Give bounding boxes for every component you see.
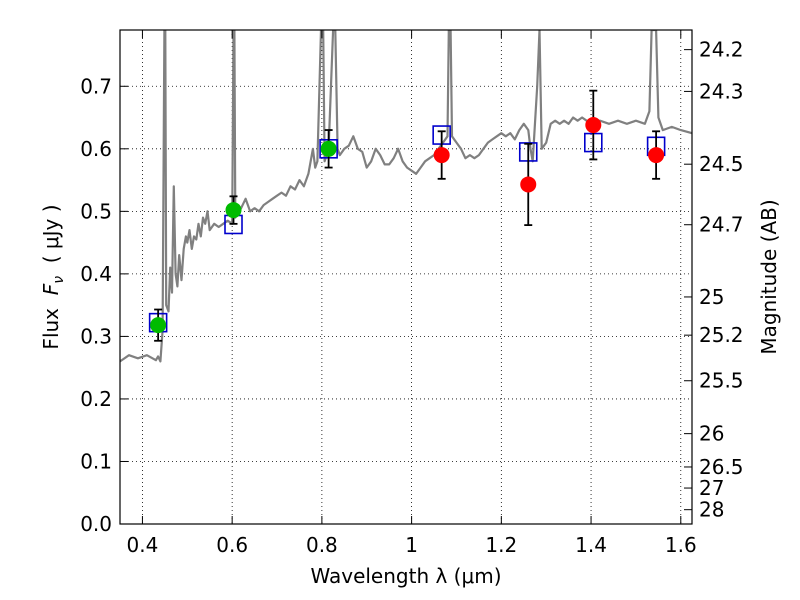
photometry-point: [225, 202, 242, 219]
magnitude-tick-label: 26.5: [699, 455, 744, 479]
photometry-point: [648, 147, 665, 164]
x-axis: 0.4 0.6 0.8 1 1.2 1.4 1.6: [127, 30, 697, 557]
x-tick-label: 0.6: [216, 533, 248, 557]
observed-photometry-layer: [150, 117, 665, 334]
photometry-point: [320, 140, 337, 157]
y-axis: 0.0 0.1 0.2 0.3 0.4 0.5 0.6 0.7: [80, 74, 128, 536]
y-tick-label: 0.2: [80, 387, 112, 411]
magnitude-tick-label: 24.3: [699, 79, 744, 103]
magnitude-axis-label: Magnitude (AB): [757, 199, 781, 354]
plot-frame: [119, 29, 693, 525]
y-axis-label-prefix: Flux: [39, 295, 63, 349]
y-tick-label: 0.5: [80, 199, 112, 223]
spectrum-layer: [120, 30, 692, 363]
y-axis-label-subscript: ν: [51, 276, 67, 284]
magnitude-tick-label: 25.5: [699, 369, 744, 393]
x-tick-label: 1: [405, 533, 418, 557]
y-axis-label-unit: ( μJy ): [39, 204, 63, 276]
photometry-point: [433, 147, 450, 164]
grid-lines: [120, 30, 692, 525]
y-tick-label: 0.1: [80, 449, 112, 473]
magnitude-tick-label: 27: [699, 476, 724, 500]
x-tick-label: 1.2: [485, 533, 517, 557]
y-axis-label-variable: F: [39, 283, 63, 295]
y-tick-label: 0.3: [80, 324, 112, 348]
magnitude-tick-label: 24.5: [699, 152, 744, 176]
photometry-point: [150, 317, 167, 334]
x-tick-label: 0.4: [127, 533, 159, 557]
synthetic-photometry-layer: [148, 125, 666, 333]
x-tick-label: 1.6: [665, 533, 697, 557]
y-tick-label: 0.0: [80, 512, 112, 536]
magnitude-tick-label: 24.7: [699, 213, 744, 237]
magnitude-tick-label: 24.2: [699, 38, 744, 62]
y-tick-label: 0.4: [80, 262, 112, 286]
photometry-point: [585, 117, 602, 134]
magnitude-tick-label: 28: [699, 498, 724, 522]
x-tick-label: 1.4: [575, 533, 607, 557]
x-axis-label: Wavelength λ (μm): [310, 564, 501, 588]
x-tick-label: 0.8: [306, 533, 338, 557]
photometry-point: [520, 176, 537, 193]
y-axis-label: Flux Fν ( μJy ): [39, 204, 67, 349]
y-tick-label: 0.6: [80, 137, 112, 161]
spectrum-line: [120, 30, 692, 363]
y-tick-label: 0.7: [80, 74, 112, 98]
magnitude-tick-label: 26: [699, 422, 724, 446]
magnitude-tick-label: 25.2: [699, 323, 744, 347]
magnitude-tick-label: 25: [699, 285, 724, 309]
